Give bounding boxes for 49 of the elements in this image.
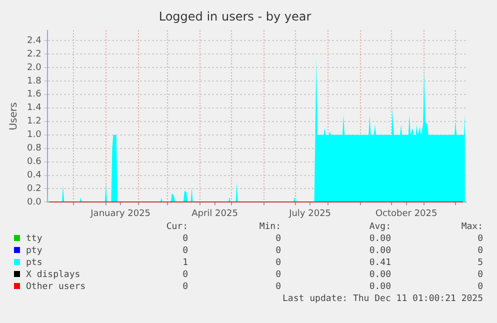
legend-label: pty bbox=[25, 246, 42, 257]
x-tick-label: July 2025 bbox=[288, 208, 332, 219]
y-tick-label: 1.6 bbox=[26, 90, 42, 100]
text: Avg: bbox=[369, 222, 391, 233]
text: 0.00 bbox=[369, 246, 391, 257]
text: 0.00 bbox=[369, 234, 391, 245]
text: 0.00 bbox=[369, 270, 391, 281]
text: 0 bbox=[182, 246, 188, 257]
y-axis-title: Users bbox=[8, 102, 20, 130]
text: Max: bbox=[461, 222, 483, 233]
y-tick-label: 0.0 bbox=[26, 198, 42, 208]
text: 0 bbox=[276, 246, 281, 257]
y-tick-label: 0.8 bbox=[26, 144, 42, 154]
y-tick-label: 0.6 bbox=[26, 157, 42, 168]
y-tick-label: 2.4 bbox=[26, 36, 42, 46]
text: 0 bbox=[182, 282, 188, 293]
x-tick-label: October 2025 bbox=[375, 208, 438, 219]
text: 0 bbox=[478, 246, 483, 257]
text: 0 bbox=[276, 258, 281, 269]
y-tick-label: 2.0 bbox=[26, 62, 42, 73]
x-tick-label: April 2025 bbox=[192, 208, 238, 219]
y-tick-label: 0.2 bbox=[26, 184, 42, 194]
legend-label: pts bbox=[25, 258, 42, 269]
text: 1 bbox=[182, 258, 188, 269]
y-tick-label: 0.4 bbox=[26, 170, 42, 181]
y-tick-label: 1.0 bbox=[26, 130, 42, 140]
text: 0 bbox=[276, 270, 281, 281]
text: 0 bbox=[478, 282, 483, 293]
text: 0 bbox=[182, 270, 188, 281]
text: 0 bbox=[182, 234, 188, 245]
x-tick-label: January 2025 bbox=[90, 208, 151, 219]
text: 0 bbox=[276, 282, 281, 293]
text: 5 bbox=[478, 258, 483, 269]
text: 0 bbox=[478, 270, 483, 281]
y-tick-label: 1.8 bbox=[26, 76, 42, 86]
y-tick-label: 1.2 bbox=[26, 116, 42, 127]
y-tick-label: 1.4 bbox=[26, 103, 42, 114]
text: 0 bbox=[276, 234, 281, 245]
text: Last update: Thu Dec 11 01:00:21 2025 bbox=[282, 294, 483, 305]
legend-label: Other users bbox=[25, 282, 86, 293]
text: Cur: bbox=[166, 222, 188, 233]
chart-title: Logged in users - by year bbox=[158, 9, 312, 24]
legend-label: tty bbox=[25, 234, 42, 245]
text: 0.41 bbox=[369, 258, 391, 269]
y-tick-label: 2.2 bbox=[26, 49, 42, 60]
legend-label: X displays bbox=[25, 270, 80, 281]
text: 0.00 bbox=[369, 282, 391, 293]
text: 0 bbox=[478, 234, 483, 245]
text: Min: bbox=[259, 222, 281, 233]
